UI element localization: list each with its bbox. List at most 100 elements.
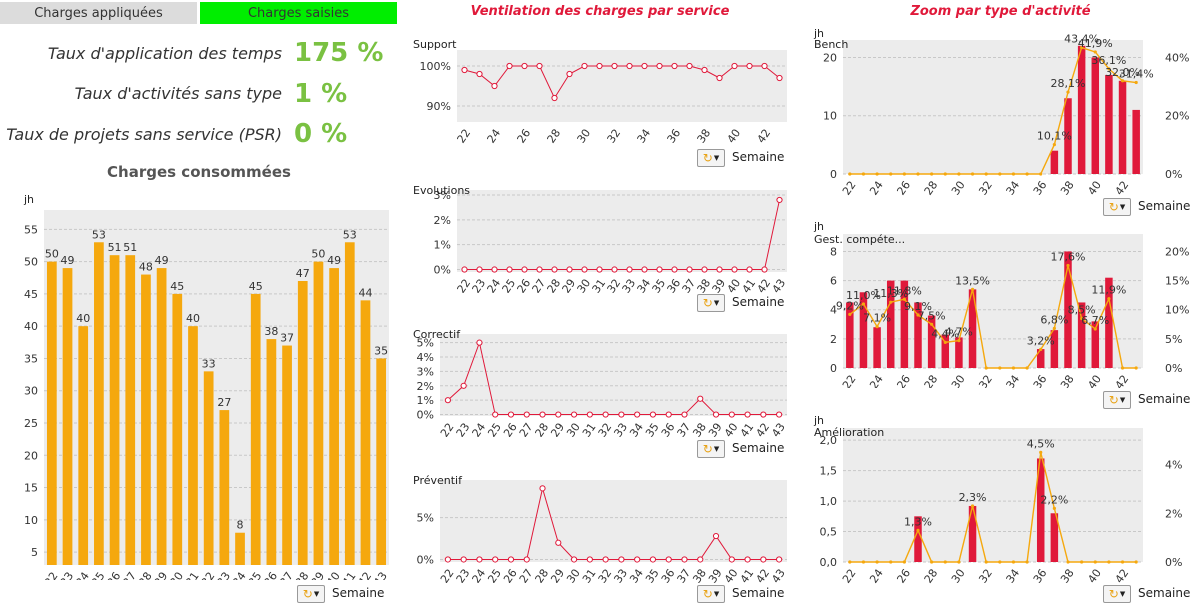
semaine-label: Semaine (732, 150, 785, 164)
line-data-label: 4,4% (931, 327, 959, 340)
cycle-icon: ↻ (702, 151, 713, 165)
line-data-label: 41,9% (1078, 37, 1113, 50)
bar (344, 242, 355, 565)
y2-tick-label: 20% (1165, 245, 1189, 258)
kpi-value-application: 175 % (294, 38, 384, 68)
x-tick-label: 40 (1085, 567, 1104, 585)
x-tick-label: 31 (183, 570, 202, 580)
line-point (916, 528, 920, 532)
line-data-label: 4,5% (1027, 437, 1055, 450)
bar (156, 268, 167, 565)
cycle-dimension-button[interactable]: ↻ ▼ (1103, 198, 1131, 216)
y2-tick-label: 0% (1165, 168, 1182, 181)
y-tick-label: 1,0 (820, 495, 838, 508)
line-point (492, 556, 499, 563)
line-point (681, 556, 688, 563)
line-point (998, 172, 1002, 176)
y-axis-unit: jh (813, 27, 824, 40)
line-point (1011, 172, 1016, 176)
y-tick-label: 0,0 (820, 556, 838, 569)
line-point (712, 532, 720, 540)
bar (846, 302, 854, 368)
x-tick-label: 27 (517, 421, 536, 437)
line-data-label: 6,8% (1040, 313, 1068, 326)
x-tick-label: 32 (605, 277, 624, 293)
cycle-dimension-button[interactable]: ↻ ▼ (697, 149, 725, 167)
cycle-dimension-button[interactable]: ↻ ▼ (697, 294, 725, 312)
line-point (1011, 560, 1016, 564)
x-tick-label: 33 (620, 277, 639, 293)
x-tick-label: 38 (1058, 373, 1077, 388)
line-point (461, 266, 468, 273)
line-point (1025, 366, 1029, 370)
y-tick-label: 90% (427, 100, 451, 113)
line-point (902, 172, 906, 176)
tab-charges-appliquees[interactable]: Charges appliquées (0, 2, 197, 24)
line-point (889, 172, 893, 176)
line-data-label: 13,5% (955, 274, 990, 287)
line-point (761, 266, 768, 273)
x-tick-label: 28 (922, 567, 941, 585)
x-tick-label: 32 (976, 567, 995, 585)
x-tick-label: 32 (199, 570, 218, 580)
x-tick-label: 23 (454, 567, 473, 583)
y-tick-label: 4% (417, 351, 434, 364)
series-line (464, 199, 780, 271)
x-tick-label: 22 (840, 373, 859, 388)
y-tick-label: 10 (823, 110, 837, 123)
semaine-label: Semaine (732, 441, 785, 455)
line-point (712, 411, 720, 418)
line-data-label: 32,0% (1105, 66, 1140, 79)
cycle-dimension-button[interactable]: ↻ ▼ (297, 585, 325, 603)
x-tick-label: 25 (485, 567, 504, 583)
cycle-dimension-button[interactable]: ↻ ▼ (697, 585, 725, 603)
x-tick-label: 40 (1085, 179, 1104, 197)
line-point (656, 266, 663, 273)
bar (235, 532, 245, 565)
x-tick-label: 32 (596, 421, 615, 437)
line-point (634, 411, 641, 418)
x-tick-label: 23 (470, 277, 489, 293)
y-tick-label: 30 (24, 385, 38, 398)
x-tick-label: 28 (545, 277, 564, 293)
x-tick-label: 35 (643, 567, 662, 583)
y-tick-label: 0 (830, 168, 837, 181)
x-tick-label: 26 (894, 373, 913, 388)
support-chart: 90% 100% Support 22 24 26 28 30 32 34 36 38 40 42 (413, 38, 787, 146)
semaine-label: Semaine (732, 586, 785, 600)
series-line (849, 46, 1137, 175)
x-tick-label: 26 (894, 567, 913, 585)
line-point (728, 411, 735, 418)
line-point (555, 411, 562, 418)
tab-charges-saisies[interactable]: Charges saisies (200, 2, 397, 24)
x-tick-label: 42 (753, 567, 772, 583)
y-tick-label: 0% (417, 553, 434, 566)
y2-tick-label: 0% (1165, 362, 1182, 375)
x-tick-label: 36 (659, 421, 678, 437)
bar (78, 326, 89, 565)
semaine-label: Semaine (1138, 586, 1191, 600)
bar (188, 326, 198, 565)
line-point (523, 556, 530, 563)
bar (329, 268, 339, 565)
bar (873, 327, 881, 368)
line-point (444, 556, 451, 563)
bar (1050, 330, 1059, 368)
line-point (1080, 316, 1084, 321)
line-point (1093, 560, 1097, 564)
line-point (776, 196, 783, 204)
line-data-label: 11,0% (846, 289, 881, 302)
data-label: 44 (358, 286, 372, 299)
x-tick-label: 38 (690, 567, 709, 583)
x-tick-label: 22 (455, 277, 474, 293)
cycle-dimension-button[interactable]: ↻ ▼ (1103, 585, 1131, 603)
bar (313, 261, 324, 565)
cycle-dimension-button[interactable]: ↻ ▼ (1103, 391, 1131, 409)
line-point (521, 266, 528, 273)
line-point (1134, 560, 1138, 564)
chart-title: Support (413, 38, 457, 51)
line-point (551, 94, 558, 102)
x-tick-label: 24 (867, 373, 886, 388)
cycle-dimension-button[interactable]: ↻ ▼ (697, 440, 725, 458)
x-tick-label: 42 (755, 127, 774, 146)
